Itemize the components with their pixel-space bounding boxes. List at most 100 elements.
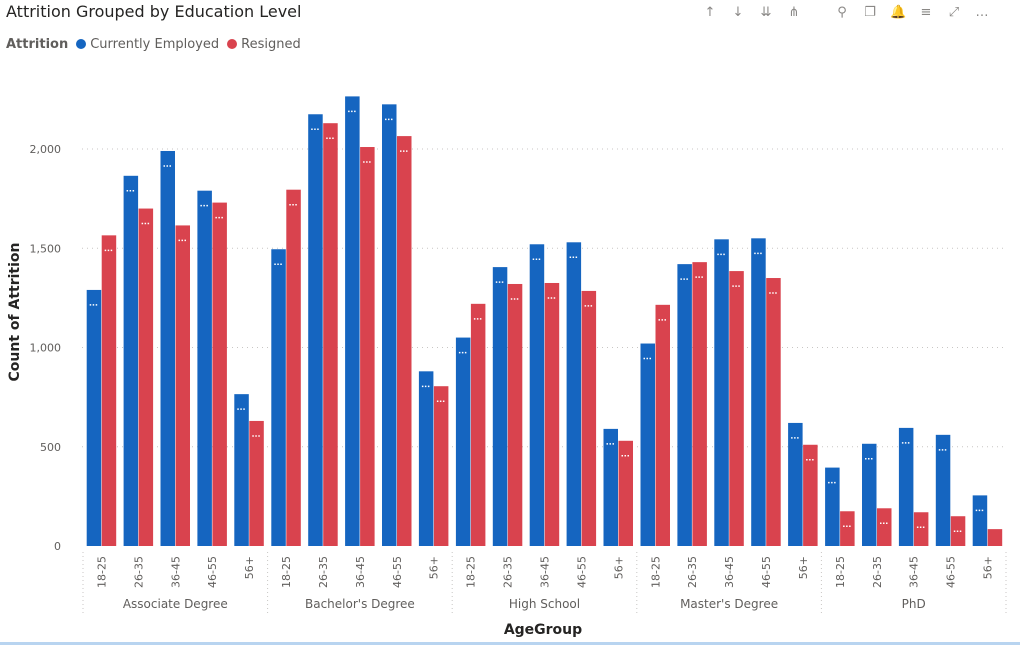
- bar: [913, 512, 929, 546]
- bar: [492, 267, 508, 546]
- bar: [507, 283, 523, 546]
- bar: [271, 249, 286, 546]
- bar: [766, 278, 781, 546]
- bar: [455, 337, 471, 546]
- bar: [86, 289, 102, 546]
- more-options-icon[interactable]: …: [975, 5, 989, 20]
- bar: [677, 264, 692, 546]
- bar: [714, 239, 729, 546]
- bar: [898, 427, 914, 546]
- legend-item-currently-employed[interactable]: Currently Employed: [76, 37, 219, 52]
- bar: [862, 443, 877, 546]
- x-tick-label: 18-25: [649, 556, 662, 588]
- legend-label-resigned: Resigned: [241, 36, 301, 52]
- bell-icon[interactable]: 🔔: [890, 5, 907, 20]
- x-group-label: Associate Degree: [123, 597, 228, 611]
- chart-title: Attrition Grouped by Education Level: [6, 2, 302, 21]
- expand-hierarchy-icon[interactable]: ⋔: [788, 5, 800, 20]
- x-tick-label: 46-55: [391, 556, 404, 588]
- bar: [286, 189, 301, 546]
- bottom-border: [0, 642, 1020, 645]
- x-group-label: Master's Degree: [680, 597, 778, 611]
- bar: [212, 202, 227, 546]
- bar: [101, 235, 117, 546]
- filter-icon[interactable]: ≡: [920, 5, 932, 20]
- visual-toolbar: ↑ ↓ ⇊ ⋔ ⚲ ❐ 🔔 ≡ ⤢ …: [702, 4, 990, 22]
- x-tick-label: 26-35: [132, 556, 145, 588]
- bar: [382, 104, 397, 547]
- y-tick-label: 1,500: [30, 242, 62, 255]
- bar: [175, 225, 190, 547]
- y-tick-label: 500: [40, 441, 61, 454]
- y-tick-label: 1,000: [30, 342, 62, 355]
- bar: [234, 394, 249, 546]
- bar: [138, 208, 154, 547]
- x-tick-label: 18-25: [834, 556, 847, 588]
- x-tick-label: 36-45: [908, 556, 921, 588]
- bar: [323, 123, 338, 546]
- x-tick-label: 26-35: [686, 556, 699, 588]
- x-tick-label: 26-35: [871, 556, 884, 588]
- arrow-down-icon[interactable]: ↓: [732, 5, 744, 20]
- legend-marker-currently-employed: [76, 39, 87, 49]
- x-tick-label: 56+: [428, 556, 441, 579]
- bar: [418, 371, 434, 546]
- bar: [197, 190, 212, 546]
- y-tick-label: 2,000: [30, 143, 62, 156]
- y-axis-title: Count of Attrition: [7, 243, 23, 382]
- legend-item-resigned[interactable]: Resigned: [227, 37, 301, 52]
- x-tick-label: 26-35: [317, 556, 330, 588]
- x-tick-label: 36-45: [169, 556, 182, 588]
- bar: [788, 422, 803, 546]
- x-tick-label: 56+: [797, 556, 810, 579]
- bar: [308, 114, 323, 546]
- bar: [935, 434, 951, 546]
- x-tick-label: 18-25: [95, 556, 108, 588]
- bar: [877, 508, 892, 546]
- bar: [618, 440, 633, 546]
- bar: [249, 420, 264, 546]
- bar: [825, 467, 840, 546]
- double-arrow-down-icon[interactable]: ⇊: [760, 5, 772, 20]
- bar: [581, 290, 597, 546]
- arrow-up-icon[interactable]: ↑: [704, 5, 716, 20]
- legend-title: Attrition: [6, 36, 69, 52]
- legend-marker-resigned: [227, 39, 238, 49]
- chart-legend: Attrition Currently Employed Resigned: [6, 35, 309, 53]
- bar: [566, 242, 582, 547]
- x-tick-label: 56+: [612, 556, 625, 579]
- bar: [529, 244, 545, 546]
- x-tick-label: 56+: [243, 556, 256, 579]
- x-group-label: Bachelor's Degree: [305, 597, 415, 611]
- bar: [840, 511, 855, 546]
- bar: [603, 428, 618, 546]
- bar: [544, 282, 560, 546]
- bar: [655, 304, 670, 546]
- x-tick-label: 56+: [981, 556, 994, 579]
- focus-mode-icon[interactable]: ⤢: [948, 5, 960, 20]
- x-tick-label: 36-45: [723, 556, 736, 588]
- bar: [729, 271, 744, 546]
- copy-icon[interactable]: ❐: [864, 5, 876, 20]
- x-tick-label: 46-55: [206, 556, 219, 588]
- bar: [972, 495, 988, 546]
- pin-icon[interactable]: ⚲: [837, 5, 847, 20]
- x-tick-label: 46-55: [575, 556, 588, 588]
- bar: [360, 147, 375, 546]
- x-axis-title: AgeGroup: [504, 622, 582, 638]
- x-tick-label: 18-25: [465, 556, 478, 588]
- bar: [345, 96, 360, 547]
- bar: [433, 386, 449, 546]
- x-tick-label: 26-35: [502, 556, 515, 588]
- bar: [123, 175, 139, 547]
- y-tick-label: 0: [54, 540, 61, 553]
- x-tick-label: 36-45: [354, 556, 367, 588]
- bar: [692, 262, 707, 546]
- x-tick-label: 46-55: [945, 556, 958, 588]
- x-group-label: PhD: [902, 597, 926, 611]
- x-tick-label: 36-45: [538, 556, 551, 588]
- bar: [751, 238, 766, 546]
- x-tick-label: 18-25: [280, 556, 293, 588]
- x-tick-label: 46-55: [760, 556, 773, 588]
